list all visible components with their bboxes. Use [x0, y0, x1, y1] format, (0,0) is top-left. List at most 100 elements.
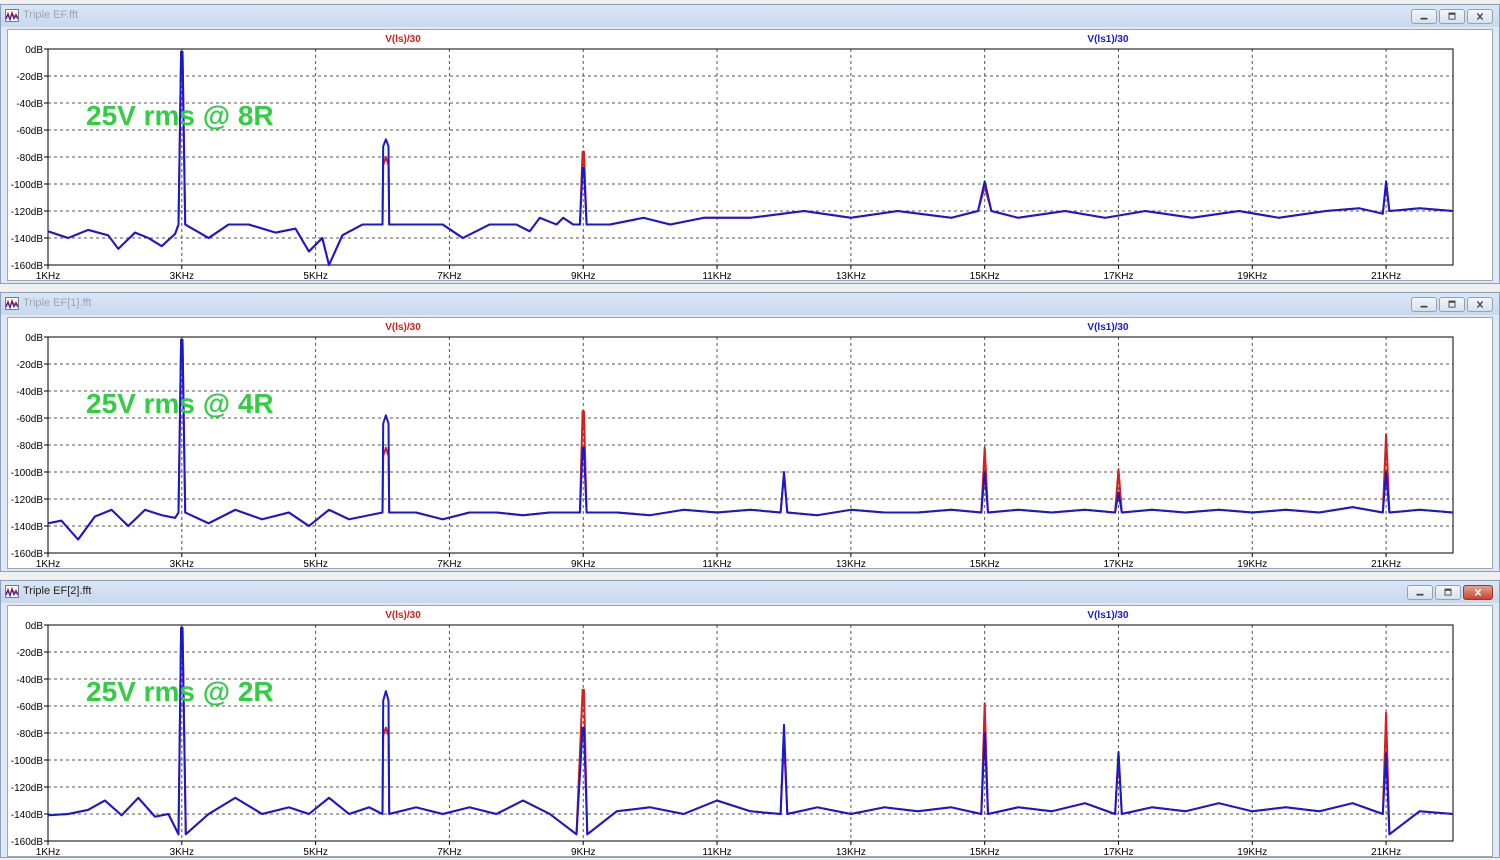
load-annotation: 25V rms @ 2R: [86, 676, 274, 707]
window-titlebar[interactable]: Triple EF[2].fft: [1, 581, 1499, 603]
x-tick-label: 1KHz: [36, 271, 60, 280]
x-tick-label: 11KHz: [702, 559, 731, 568]
x-tick-label: 7KHz: [437, 559, 461, 568]
fft-app-icon: [5, 9, 19, 22]
x-tick-label: 7KHz: [437, 847, 461, 856]
y-tick-label: -160dB: [11, 261, 44, 272]
x-tick-label: 7KHz: [437, 271, 461, 280]
x-tick-label: 9KHz: [571, 559, 595, 568]
x-tick-label: 19KHz: [1237, 559, 1267, 568]
y-tick-label: -100dB: [11, 180, 44, 191]
y-tick-label: -40dB: [16, 675, 43, 686]
legend-entry[interactable]: V(ls)/30: [385, 34, 421, 45]
x-tick-label: 3KHz: [170, 559, 194, 568]
fft-plot: 0dB -20dB -40dB -60dB -80dB -100dB -120dB -140d…: [11, 34, 1454, 280]
x-tick-label: 15KHz: [970, 847, 1000, 856]
x-tick-label: 21KHz: [1371, 559, 1401, 568]
fft-plot: 0dB -20dB -40dB -60dB -80dB -100dB -120dB -140d…: [11, 610, 1454, 856]
legend-entry[interactable]: V(ls1)/30: [1087, 610, 1129, 621]
minimize-icon: [1420, 17, 1428, 20]
window-title: Triple EF[1].fft: [23, 297, 92, 309]
x-tick-label: 19KHz: [1237, 271, 1267, 280]
close-icon: [1474, 588, 1482, 597]
plot-area[interactable]: 0dB -20dB -40dB -60dB -80dB -100dB -120dB -140d…: [7, 317, 1493, 569]
restore-button[interactable]: [1435, 585, 1461, 600]
x-tick-label: 9KHz: [571, 847, 595, 856]
x-tick-label: 11KHz: [702, 847, 731, 856]
y-tick-label: -20dB: [16, 648, 43, 659]
close-button[interactable]: [1467, 297, 1493, 312]
plot-frame: [47, 336, 1454, 554]
close-button[interactable]: [1467, 9, 1493, 24]
load-annotation: 25V rms @ 4R: [86, 388, 274, 419]
close-button[interactable]: [1463, 585, 1493, 600]
y-tick-label: -40dB: [16, 387, 43, 398]
fft-window-2: Triple EF[1].fft 0dB -20dB -40dB -60dB -80dB…: [0, 292, 1500, 572]
y-tick-label: -60dB: [16, 702, 43, 713]
x-tick-label: 3KHz: [170, 271, 194, 280]
plot-frame: [47, 48, 1454, 266]
y-tick-label: -100dB: [11, 756, 44, 767]
x-tick-label: 3KHz: [170, 847, 194, 856]
minimize-icon: [1420, 305, 1428, 308]
y-tick-label: -60dB: [16, 414, 43, 425]
restore-icon: [1448, 12, 1456, 20]
x-tick-label: 13KHz: [836, 559, 866, 568]
legend-entry[interactable]: V(ls)/30: [385, 610, 421, 621]
window-titlebar[interactable]: Triple EF[1].fft: [1, 293, 1499, 315]
legend-entry[interactable]: V(ls)/30: [385, 322, 421, 333]
y-tick-label: 0dB: [25, 333, 43, 344]
x-tick-label: 5KHz: [303, 847, 327, 856]
legend-entry[interactable]: V(ls1)/30: [1087, 322, 1129, 333]
x-tick-label: 1KHz: [36, 559, 60, 568]
series-line-v-ls1: [47, 338, 1454, 541]
x-tick-label: 17KHz: [1103, 847, 1133, 856]
y-tick-label: -120dB: [11, 207, 44, 218]
restore-button[interactable]: [1439, 297, 1465, 312]
series-line-v-ls1: [47, 626, 1454, 836]
x-tick-label: 21KHz: [1371, 271, 1401, 280]
x-tick-label: 13KHz: [836, 271, 866, 280]
fft-app-icon: [5, 297, 19, 310]
restore-icon: [1444, 588, 1452, 596]
series-line-v-ls1: [47, 50, 1454, 266]
restore-button[interactable]: [1439, 9, 1465, 24]
y-tick-label: -160dB: [11, 837, 44, 848]
y-tick-label: -20dB: [16, 360, 43, 371]
legend-entry[interactable]: V(ls1)/30: [1087, 34, 1129, 45]
close-icon: [1476, 301, 1484, 308]
y-tick-label: -160dB: [11, 549, 44, 560]
plot-area[interactable]: 0dB -20dB -40dB -60dB -80dB -100dB -120dB -140d…: [7, 29, 1493, 281]
x-tick-label: 17KHz: [1103, 271, 1133, 280]
y-tick-label: -140dB: [11, 234, 44, 245]
x-tick-label: 1KHz: [36, 847, 60, 856]
x-tick-label: 13KHz: [836, 847, 866, 856]
x-tick-label: 9KHz: [571, 271, 595, 280]
minimize-icon: [1416, 593, 1424, 596]
window-titlebar[interactable]: Triple EF.fft: [1, 5, 1499, 27]
fft-window-1: Triple EF.fft 0dB -20dB -40dB -60dB -80dB -10…: [0, 4, 1500, 284]
minimize-button[interactable]: [1411, 9, 1437, 24]
fft-app-icon: [5, 585, 19, 598]
x-tick-label: 5KHz: [303, 271, 327, 280]
plot-area[interactable]: 0dB -20dB -40dB -60dB -80dB -100dB -120dB -140d…: [7, 605, 1493, 857]
series-line-v-ls: [47, 626, 1454, 836]
y-tick-label: -140dB: [11, 522, 44, 533]
x-tick-label: 15KHz: [970, 559, 1000, 568]
series-line-v-ls: [47, 50, 1454, 266]
restore-icon: [1448, 300, 1456, 308]
close-icon: [1476, 13, 1484, 20]
fft-window-3: Triple EF[2].fft 0dB -20dB -40dB -60dB -80dB…: [0, 580, 1500, 858]
plot-frame: [47, 624, 1454, 842]
x-tick-label: 19KHz: [1237, 847, 1267, 856]
y-tick-label: -100dB: [11, 468, 44, 479]
window-title: Triple EF[2].fft: [23, 585, 92, 597]
x-tick-label: 17KHz: [1103, 559, 1133, 568]
y-tick-label: -80dB: [16, 441, 43, 452]
y-tick-label: -60dB: [16, 126, 43, 137]
y-tick-label: -20dB: [16, 72, 43, 83]
minimize-button[interactable]: [1407, 585, 1433, 600]
minimize-button[interactable]: [1411, 297, 1437, 312]
y-tick-label: -120dB: [11, 495, 44, 506]
y-tick-label: -80dB: [16, 153, 43, 164]
